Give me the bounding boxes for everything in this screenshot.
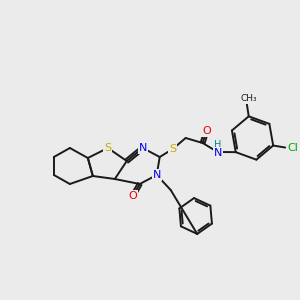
Text: H: H [214, 140, 221, 150]
Text: Cl: Cl [288, 142, 298, 152]
Text: O: O [128, 191, 137, 201]
Text: CH₃: CH₃ [240, 94, 257, 103]
Text: S: S [169, 144, 176, 154]
Text: N: N [139, 143, 147, 153]
Text: S: S [104, 143, 111, 153]
Text: N: N [213, 148, 222, 158]
Text: O: O [202, 126, 211, 136]
Text: N: N [152, 170, 161, 180]
